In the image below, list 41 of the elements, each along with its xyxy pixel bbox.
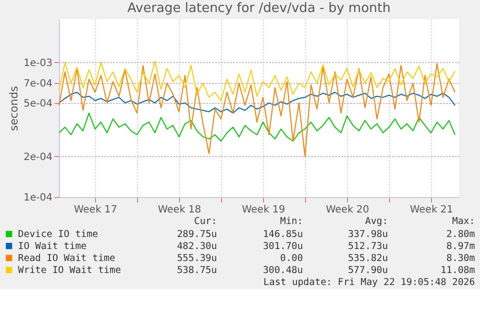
legend-label: Read IO Wait time <box>18 253 116 264</box>
y-tick-label: 1e-04 <box>24 192 52 204</box>
y-tick-label: 7e-04 <box>24 78 52 90</box>
text: 535.82u <box>348 253 388 264</box>
x-tick-label: Week 17 <box>74 204 118 216</box>
text: 11.08m <box>440 265 476 276</box>
text: 337.98u <box>348 229 388 240</box>
x-tick-label: Week 18 <box>158 204 202 216</box>
chart-title: Average latency for /dev/vda - by month <box>127 1 391 16</box>
line-series <box>58 63 456 157</box>
x-tick-label: Week 20 <box>326 204 370 216</box>
legend-label: Write IO Wait time <box>18 265 122 276</box>
text: 289.75u <box>176 229 217 240</box>
text: Min: <box>280 216 303 227</box>
y-tick-label: 5e-04 <box>24 98 52 110</box>
text: 2.80m <box>446 229 476 240</box>
text: 538.75u <box>176 265 217 276</box>
text: 555.39u <box>176 253 217 264</box>
text: 301.70u <box>262 241 303 252</box>
text: Last update: Fri May 22 19:05:48 2026 <box>263 277 476 288</box>
line-series <box>58 60 456 102</box>
x-tick-label: Week 21 <box>410 204 454 216</box>
y-tick-label: 1e-03 <box>24 58 52 69</box>
x-tick-label: Week 19 <box>242 204 286 216</box>
text: Cur: <box>194 216 217 227</box>
text: 146.85u <box>262 229 303 240</box>
text: Avg: <box>365 216 388 227</box>
text: 577.90u <box>348 265 388 276</box>
text: 8.97m <box>446 241 476 252</box>
text: 512.73u <box>348 241 388 252</box>
y-tick-label: 2e-04 <box>24 152 52 163</box>
legend-label: Device IO time <box>18 229 98 240</box>
text: 0.00 <box>280 253 304 264</box>
line-series <box>58 112 456 142</box>
y-axis-title: seconds <box>8 86 21 131</box>
legend-label: IO Wait time <box>18 241 87 252</box>
text: 482.30u <box>176 241 217 252</box>
text: 300.48u <box>262 265 303 276</box>
text: 8.30m <box>446 253 476 264</box>
text: Max: <box>452 216 475 227</box>
line-series <box>58 92 456 114</box>
